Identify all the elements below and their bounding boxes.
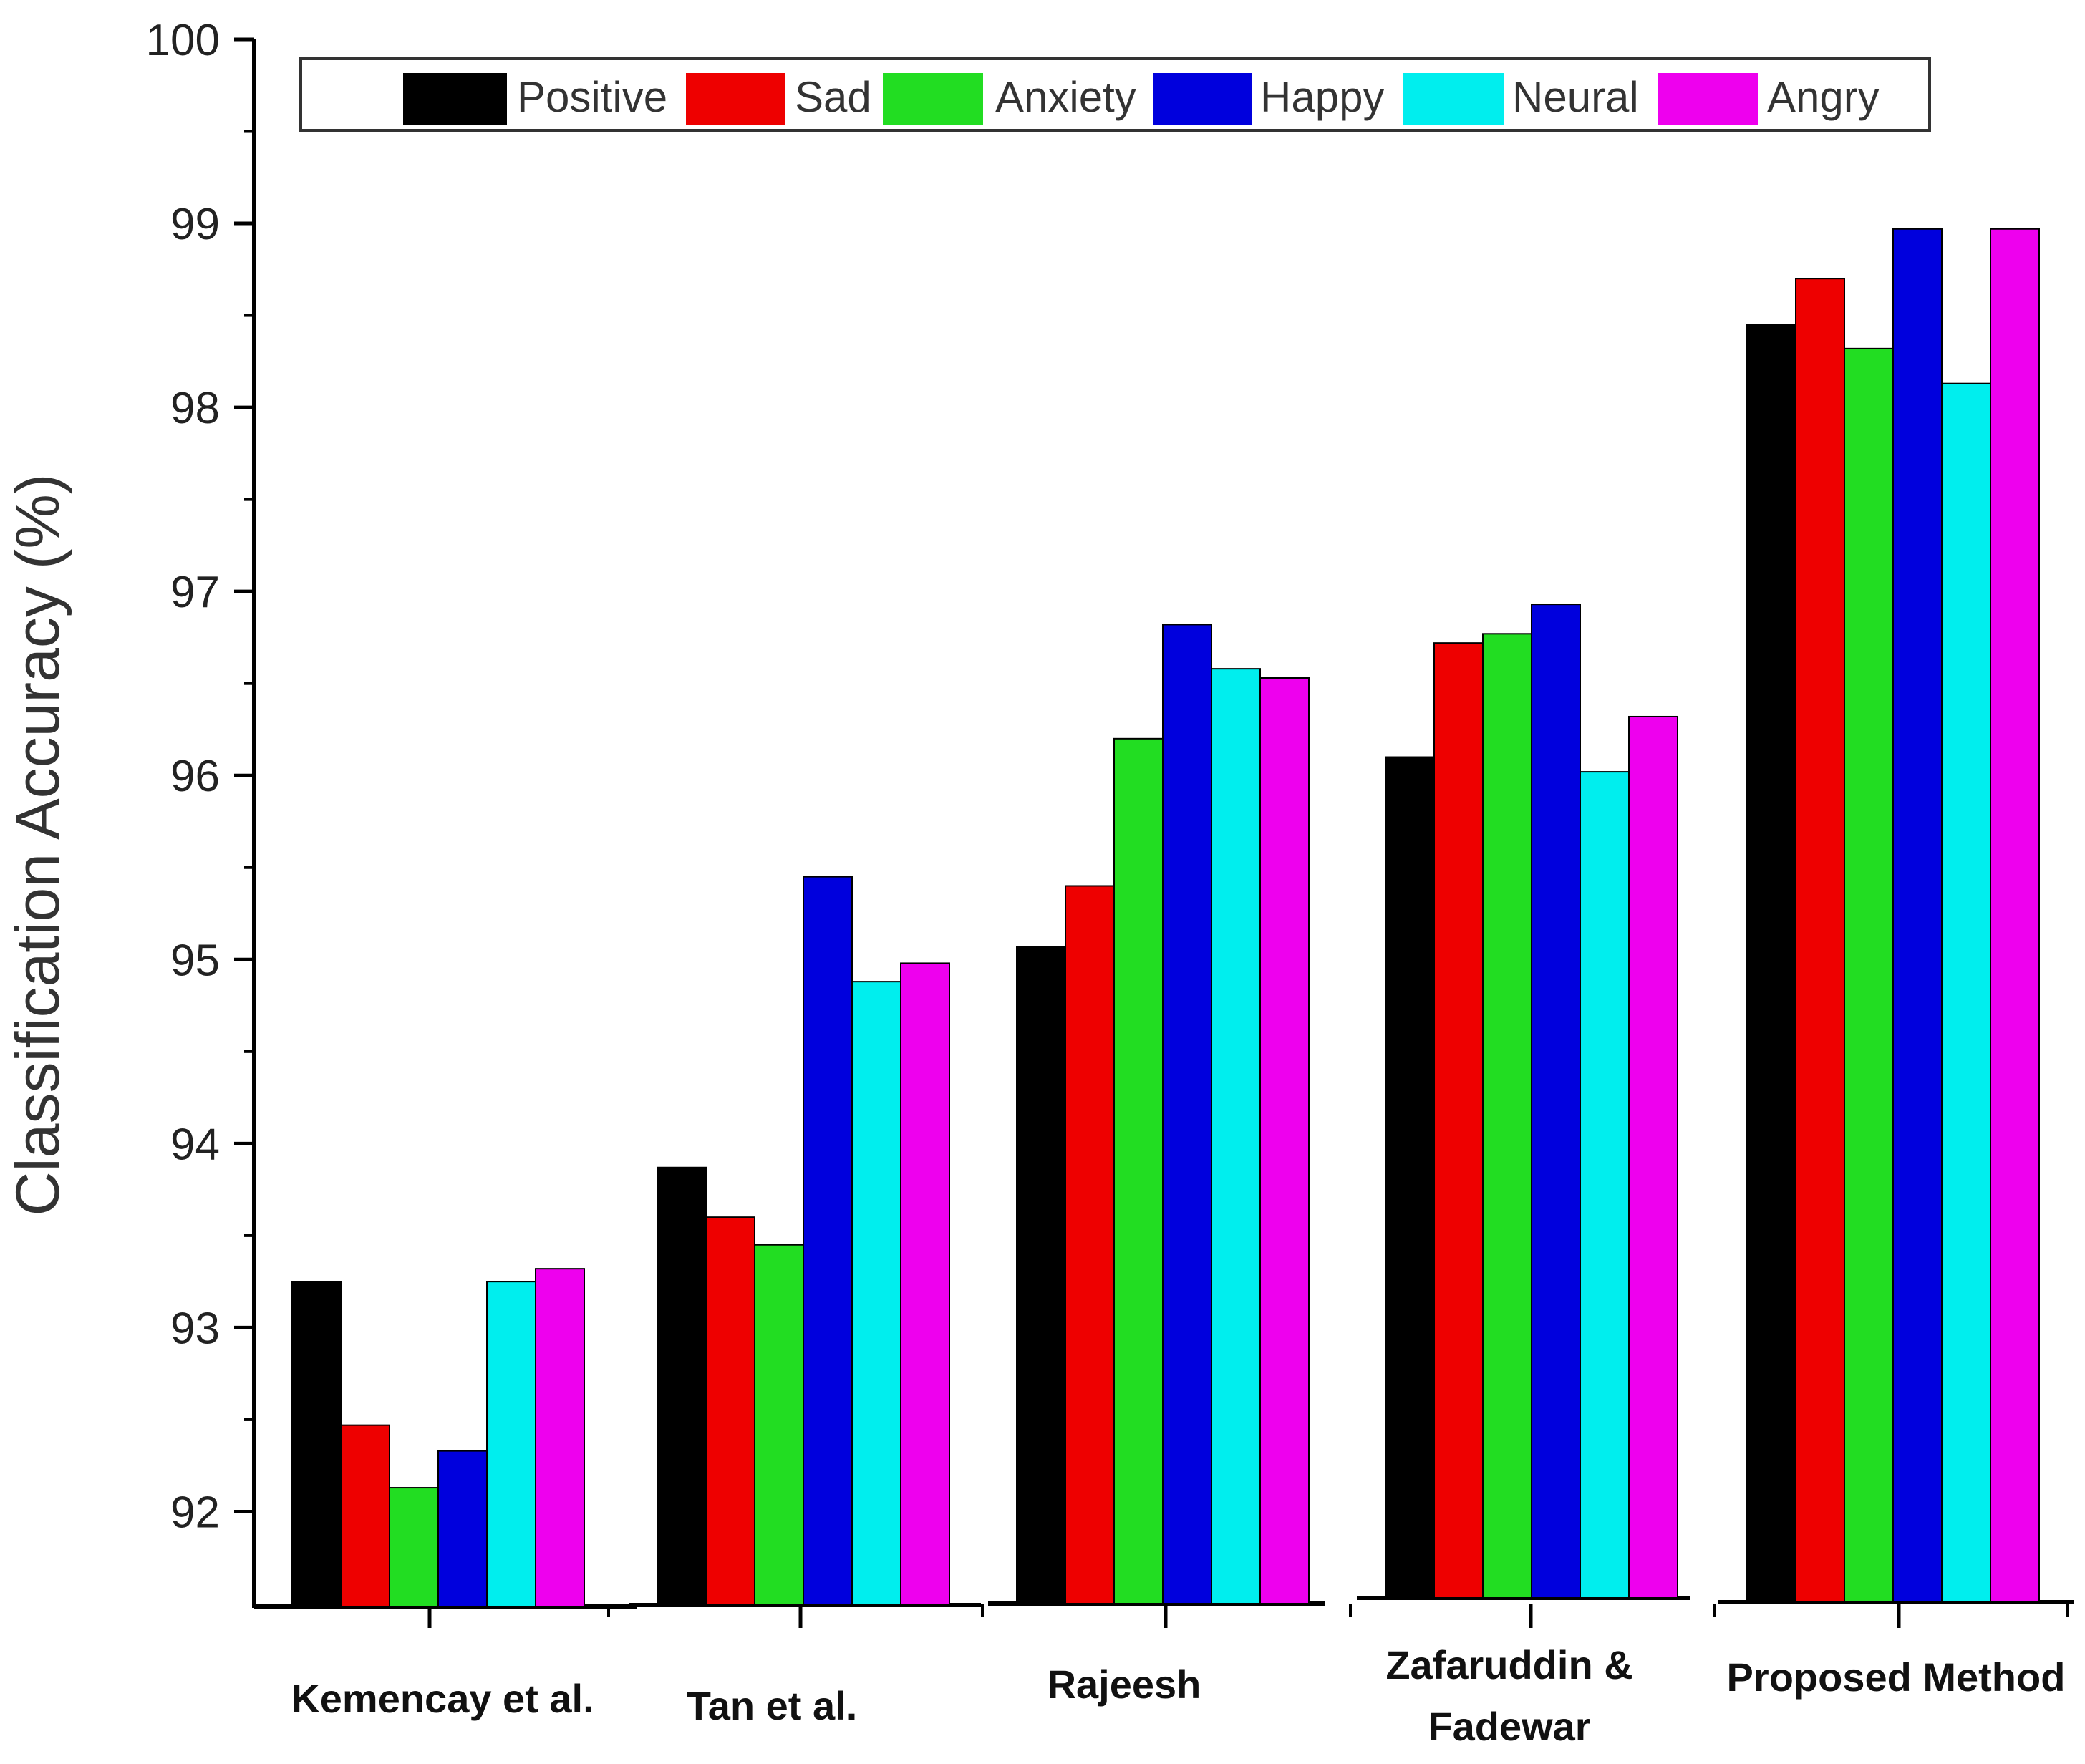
bar-positive-3 <box>1016 946 1066 1605</box>
bar-happy-2 <box>803 876 853 1606</box>
legend-swatch-neural <box>1403 73 1504 125</box>
legend-label-neural: Neural <box>1512 73 1639 121</box>
legend-swatch-angry <box>1658 73 1758 125</box>
x-category-label: Zafaruddin & Fadewar <box>1385 1642 1632 1749</box>
x-category-label-line: Kemencay et al. <box>291 1676 594 1721</box>
y-tick-label: 99 <box>170 200 220 249</box>
bar-anxiety-5 <box>1844 347 1894 1604</box>
legend-label-sad: Sad <box>795 73 871 121</box>
bar-neural-1 <box>486 1281 536 1608</box>
y-tick-label: 95 <box>170 936 220 985</box>
x-category-label: Tan et al. <box>687 1683 858 1728</box>
bar-sad-4 <box>1433 642 1484 1599</box>
y-tick-label: 92 <box>170 1488 220 1537</box>
bar-angry-4 <box>1628 715 1678 1599</box>
x-category-label: Proposed Method <box>1727 1654 2066 1700</box>
legend-swatch-happy <box>1153 73 1252 125</box>
bar-happy-5 <box>1892 228 1943 1603</box>
x-category-label: Kemencay et al. <box>291 1676 594 1721</box>
y-tick-label: 97 <box>170 568 220 617</box>
bar-positive-1 <box>291 1281 342 1608</box>
legend-label-happy: Happy <box>1260 73 1384 121</box>
legend-label-angry: Angry <box>1767 73 1880 121</box>
x-category-label-line: Zafaruddin & <box>1385 1642 1632 1687</box>
y-tick-label: 98 <box>170 384 220 433</box>
bar-angry-1 <box>535 1268 585 1607</box>
x-category-label-line: Fadewar <box>1428 1704 1590 1749</box>
bar-angry-3 <box>1259 677 1310 1604</box>
legend-swatch-positive <box>403 73 507 125</box>
bar-angry-2 <box>900 962 950 1606</box>
y-axis-title: Classification Accuracy (%) <box>4 473 72 1216</box>
legend: Positive Sad Anxiety Happy Neural Angry <box>299 57 1931 132</box>
bar-anxiety-3 <box>1113 737 1164 1604</box>
x-category-label: Rajeesh <box>1048 1662 1201 1707</box>
legend-swatch-anxiety <box>883 73 983 125</box>
legend-label-anxiety: Anxiety <box>995 73 1136 121</box>
bar-happy-3 <box>1162 624 1212 1605</box>
bar-anxiety-4 <box>1482 633 1532 1599</box>
y-tick-label: 94 <box>170 1120 220 1169</box>
bar-positive-5 <box>1746 324 1796 1603</box>
bar-happy-4 <box>1531 604 1581 1599</box>
bar-anxiety-2 <box>754 1244 804 1606</box>
bar-sad-5 <box>1795 278 1845 1603</box>
bar-positive-2 <box>657 1166 707 1606</box>
bar-anxiety-1 <box>389 1487 439 1608</box>
bar-positive-4 <box>1385 756 1435 1599</box>
legend-swatch-sad <box>686 73 785 125</box>
legend-label-positive: Positive <box>517 73 667 121</box>
y-tick-label: 96 <box>170 752 220 801</box>
bar-neural-5 <box>1941 382 1991 1604</box>
plot-area: 92 93 94 95 96 97 98 99 100 Classification Accura… <box>4 16 2074 1749</box>
bar-angry-5 <box>1990 228 2040 1603</box>
bar-neural-4 <box>1580 771 1630 1599</box>
bar-sad-1 <box>340 1424 390 1608</box>
bar-sad-3 <box>1065 885 1115 1604</box>
x-category-label-line: Proposed Method <box>1727 1654 2066 1700</box>
y-tick-label: 93 <box>170 1304 220 1353</box>
bar-neural-3 <box>1211 668 1261 1604</box>
x-category-label-line: Rajeesh <box>1048 1662 1201 1707</box>
x-category-label-line: Tan et al. <box>687 1683 858 1728</box>
bar-happy-1 <box>437 1450 488 1608</box>
y-tick-label: 100 <box>146 16 220 65</box>
bar-neural-2 <box>851 981 901 1606</box>
bar-sad-2 <box>705 1216 755 1606</box>
